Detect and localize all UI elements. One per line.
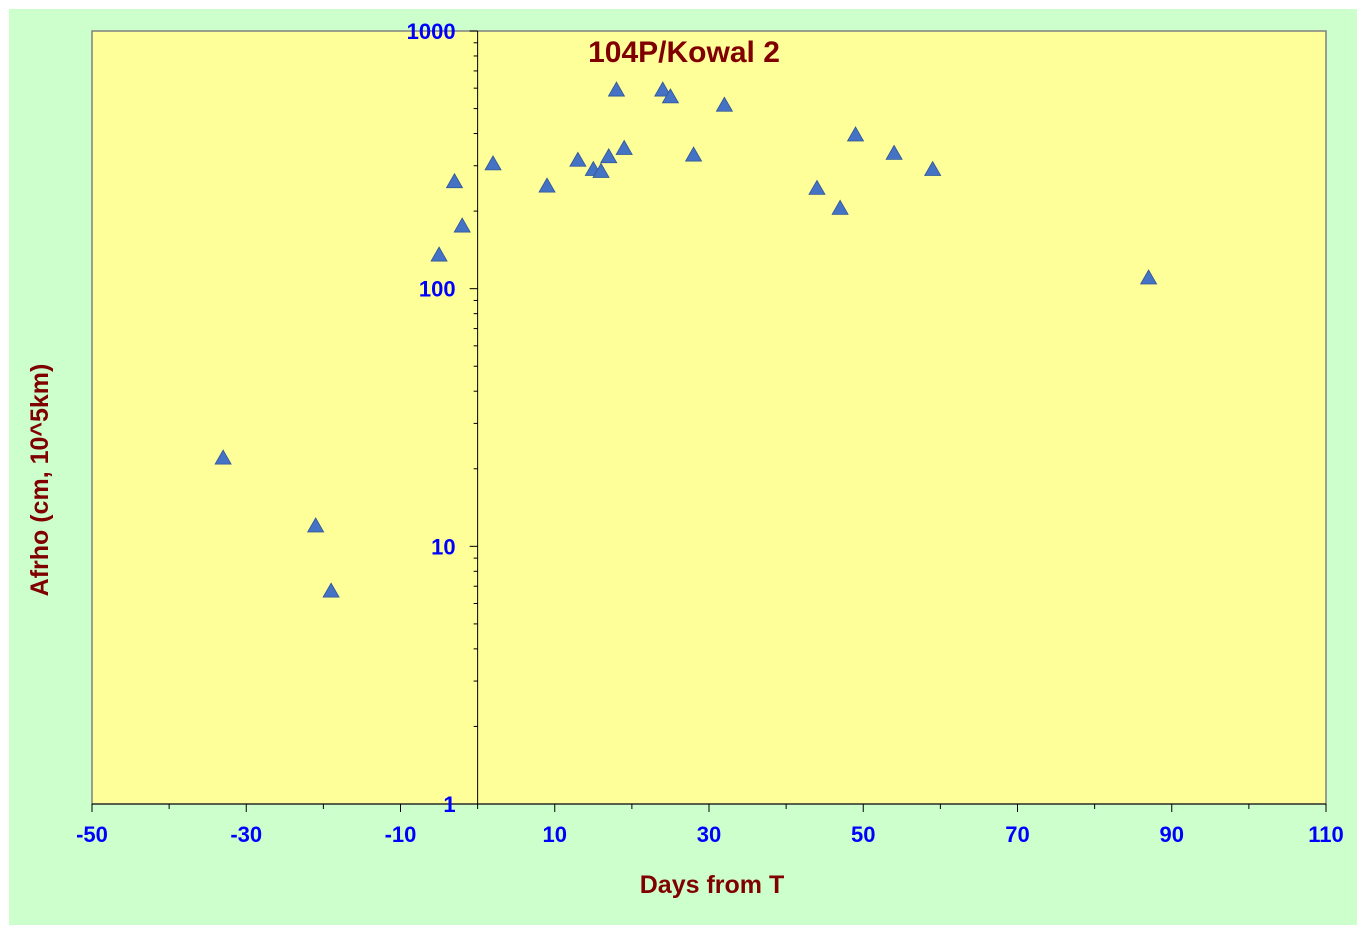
data-point — [661, 88, 680, 104]
data-point — [214, 449, 232, 465]
chart-title: 104P/Kowal 2 — [588, 36, 780, 69]
data-point — [538, 177, 556, 193]
x-tick-label: 70 — [1005, 822, 1029, 847]
data-point — [453, 217, 471, 233]
y-axis-title: Afrho (cm, 10^5km) — [26, 364, 54, 597]
data-point — [306, 517, 325, 533]
data-point — [923, 160, 942, 176]
data-point — [484, 155, 502, 171]
data-point — [569, 151, 587, 167]
data-point — [592, 162, 610, 178]
x-tick-label: 10 — [543, 822, 567, 847]
data-point — [1139, 269, 1158, 285]
x-axis-title: Days from T — [640, 871, 784, 899]
y-tick-label: 100 — [419, 277, 456, 302]
x-tick-label: 110 — [1308, 822, 1344, 847]
data-point — [445, 172, 464, 189]
ticks-layer — [91, 30, 1327, 812]
data-point — [846, 126, 865, 142]
data-point — [615, 139, 633, 155]
x-tick-label: -50 — [76, 822, 108, 847]
y-tick-label: 1 — [443, 792, 455, 817]
x-tick-label: 90 — [1160, 822, 1184, 847]
data-point — [808, 179, 826, 195]
y-tick-label: 10 — [431, 534, 455, 559]
points-layer — [214, 81, 1158, 598]
x-tick-label: -10 — [385, 822, 417, 847]
x-tick-label: -30 — [230, 822, 262, 847]
plot-area — [91, 30, 1327, 805]
data-point — [607, 81, 626, 97]
data-point — [684, 146, 703, 162]
data-point — [600, 147, 618, 164]
data-point — [715, 96, 734, 112]
x-tick-label: 50 — [851, 822, 875, 847]
data-point — [322, 582, 340, 598]
y-tick-labels: 1 10 100 1000 — [407, 19, 456, 817]
data-point — [885, 144, 903, 160]
y-tick-label: 1000 — [407, 19, 456, 44]
data-point — [654, 81, 672, 97]
x-tick-labels: -50 -30 -10 10 30 50 70 90 110 — [76, 822, 1344, 847]
data-point — [831, 199, 849, 215]
x-tick-label: 30 — [697, 822, 721, 847]
data-point — [430, 246, 448, 262]
